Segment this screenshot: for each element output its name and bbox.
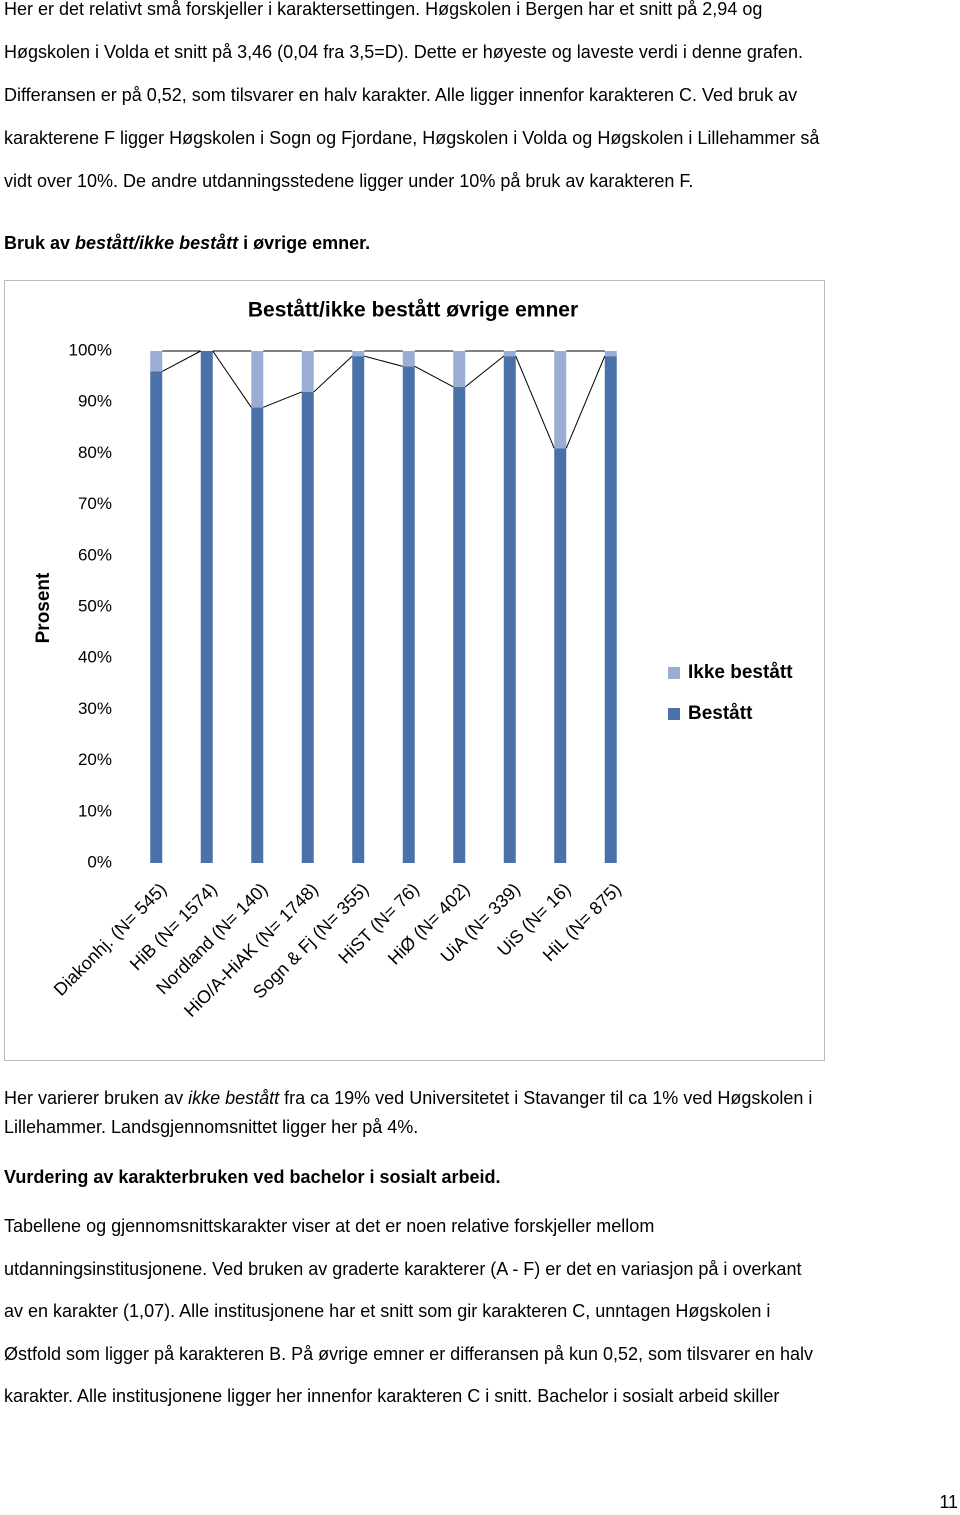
bar-segment (402, 351, 415, 367)
bar-segment (301, 351, 314, 392)
y-tick-label: 70% (78, 494, 112, 513)
chart: Bestått/ikke bestått øvrige emner Prosen… (4, 280, 825, 1061)
y-axis-label: Prosent (33, 572, 54, 643)
text-line: Vurdering av karakterbruken ved bachelor… (4, 1163, 501, 1191)
series-line (364, 355, 403, 367)
legend-label: Ikke bestått (688, 662, 793, 683)
text-run: Tabellene og gjennomsnittskarakter viser… (4, 1216, 655, 1236)
text-run: fra ca 19% ved Universitetet i Stavanger… (279, 1088, 813, 1108)
chart-title: Bestått/ikke bestått øvrige emner (248, 299, 578, 322)
text-run: Her er det relativt små forskjeller i ka… (4, 0, 763, 19)
y-tick-label: 80% (78, 443, 112, 462)
y-tick-label: 50% (78, 596, 112, 615)
bar-segment (604, 351, 617, 357)
bar-segment (554, 448, 567, 863)
text-line: vidt over 10%. De andre utdanningssteden… (4, 160, 819, 203)
text-run: Østfold som ligger på karakteren B. På ø… (4, 1343, 814, 1364)
text-line: Østfold som ligger på karakteren B. På ø… (4, 1333, 813, 1376)
text-line: utdanningsinstitusjonene. Ved bruken av … (4, 1248, 813, 1291)
series-line (464, 355, 505, 388)
text-line: Høgskolen i Volda et snitt på 3,46 (0,04… (4, 31, 819, 74)
paragraph: Her varierer bruken av ikke bestått fra … (4, 1084, 812, 1142)
text-run: i øvrige emner. (238, 233, 371, 253)
page-number: 11 (939, 1492, 958, 1512)
text-line: Her er det relativt små forskjeller i ka… (4, 0, 819, 31)
legend-swatch (668, 708, 680, 720)
text-line: karakter. Alle institusjonene ligger her… (4, 1375, 813, 1418)
bar-segment (453, 386, 466, 863)
text-line: Bruk av bestått/ikke bestått i øvrige em… (4, 228, 370, 258)
text-line: av en karakter (1,07). Alle institusjone… (4, 1290, 813, 1333)
bar-segment (453, 351, 466, 387)
bar-segment (352, 356, 365, 863)
y-tick-label: 20% (78, 750, 112, 769)
heading: Bruk av bestått/ikke bestått i øvrige em… (4, 228, 370, 258)
text-run: Differansen er på 0,52, som tilsvarer en… (4, 85, 798, 105)
text-run: karakter. Alle institusjonene ligger her… (4, 1386, 780, 1406)
text-line: Her varierer bruken av ikke bestått fra … (4, 1084, 812, 1113)
y-tick-label: 30% (78, 699, 112, 718)
bar-segment (352, 351, 365, 357)
y-tick-label: 10% (78, 801, 112, 820)
paragraph: Her er det relativt små forskjeller i ka… (4, 0, 819, 203)
y-tick-label: 0% (87, 852, 112, 871)
y-tick-label: 60% (78, 545, 112, 564)
text-run: Lillehammer. Landsgjennomsnittet ligger … (4, 1117, 419, 1137)
text-line: karakterene F ligger Høgskolen i Sogn og… (4, 117, 819, 160)
bar-segment (604, 356, 617, 863)
text-run: utdanningsinstitusjonene. Ved bruken av … (4, 1258, 802, 1279)
text-run: Vurdering av karakterbruken ved bachelor… (4, 1167, 501, 1187)
bar-segment (150, 351, 163, 372)
bar-segment (251, 351, 264, 408)
y-tick-label: 100% (69, 340, 112, 359)
paragraph: Tabellene og gjennomsnittskarakter viser… (4, 1205, 813, 1418)
bar-segment (251, 407, 264, 863)
bar-segment (301, 391, 314, 863)
bar-segment (150, 371, 163, 863)
legend-swatch (668, 667, 680, 679)
bar-segment (503, 351, 516, 357)
bar-segment (554, 351, 567, 449)
text-run: vidt over 10%. De andre utdanningssteden… (4, 171, 694, 191)
bar-segment (503, 356, 516, 863)
series-line (565, 355, 606, 449)
y-tick-label: 90% (78, 392, 112, 411)
series-line (162, 350, 201, 372)
emphasis: bestått/ikke bestått (75, 233, 239, 253)
series-line (515, 355, 555, 449)
series-line (212, 350, 252, 408)
series-line (263, 391, 302, 408)
text-line: Differansen er på 0,52, som tilsvarer en… (4, 74, 819, 117)
text-run: Høgskolen i Volda et snitt på 3,46 (0,04… (4, 42, 803, 62)
legend-label: Bestått (688, 703, 753, 724)
bar-segment (402, 366, 415, 863)
series-line (414, 365, 454, 388)
text-run: av en karakter (1,07). Alle institusjone… (4, 1301, 771, 1321)
series-line (313, 355, 353, 393)
text-line: Lillehammer. Landsgjennomsnittet ligger … (4, 1113, 812, 1142)
bar-segment (200, 351, 213, 863)
text-line: Tabellene og gjennomsnittskarakter viser… (4, 1205, 813, 1248)
text-run: Bruk av (4, 233, 76, 253)
text-run: karakterene F ligger Høgskolen i Sogn og… (4, 128, 820, 148)
heading: Vurdering av karakterbruken ved bachelor… (4, 1163, 501, 1191)
text-run: Her varierer bruken av (4, 1088, 189, 1108)
emphasis: ikke bestått (188, 1088, 280, 1108)
y-tick-label: 40% (78, 648, 112, 667)
